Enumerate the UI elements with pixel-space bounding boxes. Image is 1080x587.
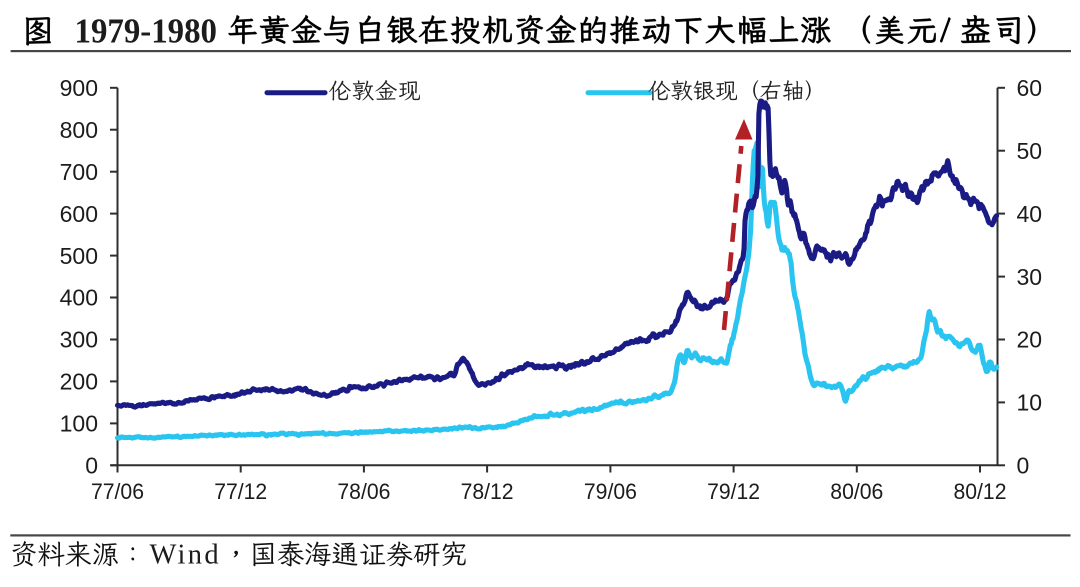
svg-text:1979-1980: 1979-1980 [75,12,218,50]
svg-text:300: 300 [60,327,98,353]
svg-text:600: 600 [60,201,98,227]
svg-text:79/12: 79/12 [707,479,760,504]
svg-text:0: 0 [85,453,98,479]
svg-text:78/12: 78/12 [461,479,514,504]
svg-text:700: 700 [60,159,98,185]
svg-text:100: 100 [60,411,98,437]
svg-text:500: 500 [60,243,98,269]
svg-text:900: 900 [60,75,98,101]
svg-text:60: 60 [1017,75,1043,101]
svg-text:30: 30 [1017,264,1043,290]
svg-text:Wind: Wind [150,540,221,571]
svg-text:400: 400 [60,285,98,311]
svg-text:50: 50 [1017,138,1043,164]
svg-text:40: 40 [1017,201,1043,227]
svg-text:77/06: 77/06 [91,479,144,504]
svg-text:80/12: 80/12 [954,479,1007,504]
svg-text:10: 10 [1017,390,1043,416]
svg-text:77/12: 77/12 [214,479,267,504]
svg-text:78/06: 78/06 [337,479,390,504]
svg-text:0: 0 [1017,453,1030,479]
svg-text:20: 20 [1017,327,1043,353]
svg-text:79/06: 79/06 [584,479,637,504]
svg-text:80/06: 80/06 [830,479,883,504]
svg-text:800: 800 [60,117,98,143]
svg-text:200: 200 [60,369,98,395]
